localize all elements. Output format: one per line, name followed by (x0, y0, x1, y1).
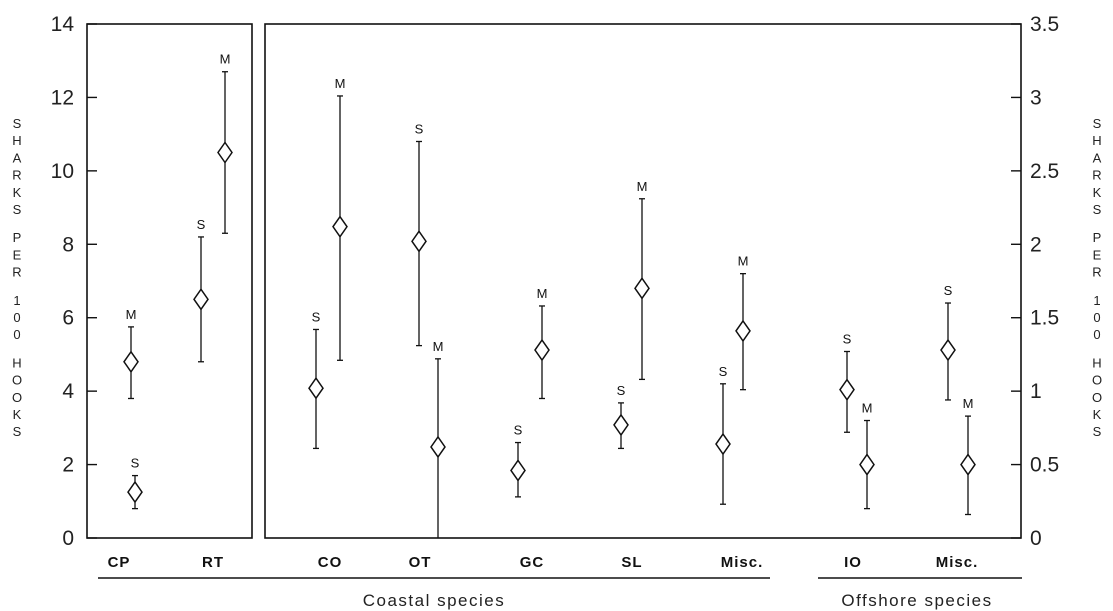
left-point: S (127, 456, 143, 510)
point-label: M (963, 396, 974, 411)
right-point: M (735, 254, 751, 391)
right-y-tick-label: 3 (1030, 86, 1042, 109)
diamond-marker (123, 350, 139, 374)
diamond-marker (839, 378, 855, 401)
diamond-marker (308, 376, 324, 400)
right-y-tick-label: 0.5 (1030, 454, 1059, 477)
point-label: M (637, 179, 648, 194)
diamond-marker (332, 215, 348, 238)
left-point: M (123, 307, 139, 400)
left-point: M (217, 52, 233, 234)
right-point: M (332, 76, 348, 361)
point-label: S (944, 283, 953, 298)
right-point: M (960, 396, 976, 516)
right-point: M (534, 286, 550, 400)
diamond-marker (960, 453, 976, 476)
right-point: S (715, 364, 731, 505)
left-y-tick-label: 0 (62, 527, 74, 550)
right-point: M (430, 339, 446, 538)
point-label: S (415, 121, 424, 136)
diamond-marker (735, 319, 751, 343)
group-label: Coastal species (363, 591, 506, 610)
group-label: Offshore species (841, 591, 992, 610)
point-label: S (617, 383, 626, 398)
point-label: M (220, 52, 231, 67)
right-point: S (510, 423, 526, 498)
left-point: S (193, 217, 209, 363)
diamond-marker (534, 338, 550, 362)
point-label: M (433, 339, 444, 354)
x-category-label: GC (520, 554, 545, 571)
right-point: S (411, 121, 427, 347)
right-y-tick-label: 0 (1030, 527, 1042, 550)
point-label: S (131, 456, 140, 471)
right-y-tick-label: 2 (1030, 233, 1042, 256)
diamond-marker (613, 413, 629, 437)
left-y-tick-label: 12 (51, 86, 74, 109)
x-category-label: Misc. (721, 554, 764, 571)
right-y-tick-label: 1 (1030, 380, 1042, 403)
right-y-tick-label: 3.5 (1030, 13, 1059, 36)
diamond-marker (859, 453, 875, 476)
left-y-tick-label: 4 (62, 380, 74, 403)
point-label: S (197, 217, 206, 232)
point-label: S (312, 309, 321, 324)
point-label: S (719, 364, 728, 379)
diamond-marker (430, 435, 446, 459)
right-point: S (308, 309, 324, 450)
right-point: M (634, 179, 650, 381)
left-y-tick-label: 8 (62, 233, 74, 256)
point-label: M (126, 307, 137, 322)
point-label: M (738, 254, 749, 269)
diamond-marker (217, 141, 233, 164)
x-category-label: SL (621, 554, 642, 571)
left-y-tick-label: 14 (51, 13, 75, 36)
x-category-label: OT (409, 554, 432, 571)
diamond-marker (411, 230, 427, 253)
diamond-marker (940, 338, 956, 362)
diamond-marker (510, 459, 526, 482)
point-label: M (862, 401, 873, 416)
right-point: M (859, 401, 875, 510)
x-category-label: CO (318, 554, 343, 571)
x-category-label: IO (844, 554, 862, 571)
right-panel-frame (264, 23, 1022, 539)
right-point: S (613, 383, 629, 450)
point-label: S (514, 423, 523, 438)
left-y-tick-label: 10 (51, 160, 74, 183)
point-label: S (843, 331, 852, 346)
point-label: M (335, 76, 346, 91)
diamond-marker (193, 288, 209, 311)
x-category-label: RT (202, 554, 224, 571)
x-category-label: CP (108, 554, 131, 571)
diamond-marker (715, 432, 731, 456)
diamond-marker (634, 277, 650, 300)
left-y-tick-label: 2 (62, 454, 74, 477)
left-panel-frame (86, 23, 253, 539)
right-point: S (940, 283, 956, 401)
x-category-label: Misc. (936, 554, 979, 571)
right-y-tick-label: 2.5 (1030, 160, 1059, 183)
right-point: S (839, 331, 855, 433)
right-y-tick-label: 1.5 (1030, 307, 1059, 330)
diamond-marker (127, 480, 143, 504)
left-y-tick-label: 6 (62, 307, 74, 330)
point-label: M (537, 286, 548, 301)
